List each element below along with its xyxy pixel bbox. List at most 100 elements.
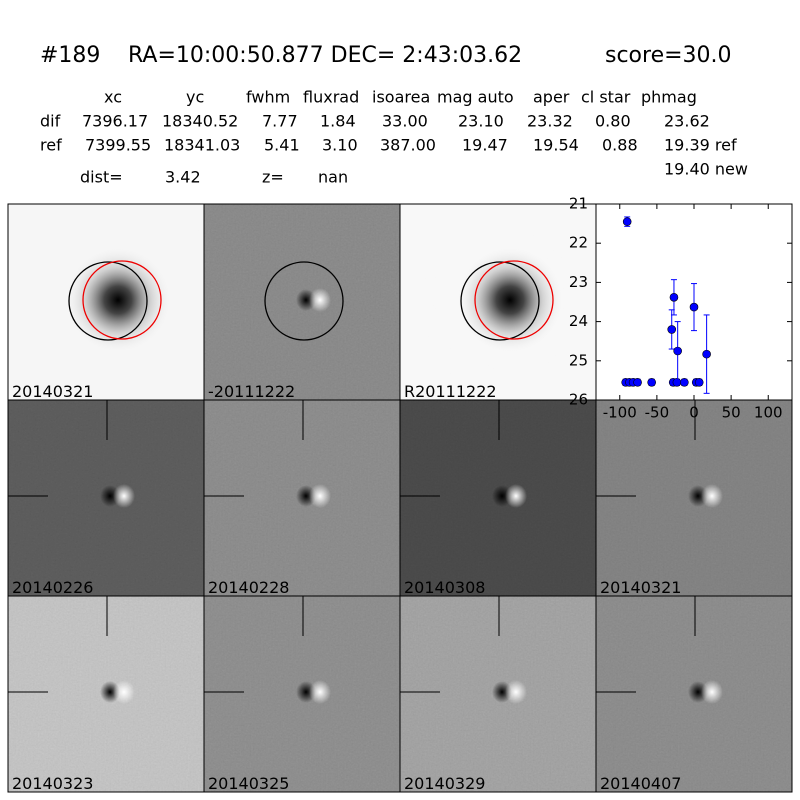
- aperture: [68, 261, 148, 341]
- stamp-label: 20140321: [12, 382, 93, 401]
- stamp-label: 20140228: [208, 578, 289, 597]
- stamp-label: 20140226: [12, 578, 93, 597]
- row-label: ref: [40, 136, 62, 155]
- z-value: nan: [318, 168, 348, 187]
- table-cell: 7399.55: [85, 136, 151, 155]
- dipole-light: [505, 484, 527, 508]
- column-header: phmag: [641, 88, 697, 107]
- dist-label: dist=: [80, 168, 123, 187]
- table-cell: 7.77: [262, 112, 298, 131]
- table-cell: 23.32: [527, 112, 573, 131]
- stamp-label: 20140407: [600, 774, 681, 793]
- aperture: [264, 261, 344, 341]
- object-id: #189: [40, 43, 100, 68]
- point: [669, 292, 679, 302]
- stamp-label: 20140323: [12, 774, 93, 793]
- point: [689, 302, 699, 312]
- coordinates: RA=10:00:50.877 DEC= 2:43:03.62: [128, 43, 522, 68]
- table-cell: 0.80: [595, 112, 631, 131]
- stamp: 20140323: [7, 595, 205, 793]
- stamps: 20140321 -20111222 R20111222 20140226 201402…: [7, 203, 793, 793]
- table-cell: 3.10: [322, 136, 358, 155]
- y-tick-label: 24: [569, 312, 588, 330]
- point: [680, 378, 689, 387]
- dipole-light: [113, 484, 135, 508]
- lightcurve: 21 22 23 24 25 26 -100 -50 0 50 100: [569, 195, 793, 422]
- aperture-ref: [82, 260, 162, 340]
- point: [647, 378, 656, 387]
- stamp: 20140226: [7, 399, 205, 597]
- column-header: aper: [533, 88, 570, 107]
- column-header: fluxrad: [303, 88, 359, 107]
- point: [667, 325, 677, 334]
- table-cell: 18341.03: [164, 136, 240, 155]
- score: score=30.0: [605, 43, 732, 68]
- row-label: dif: [40, 112, 61, 131]
- table-cell: 18340.52: [162, 112, 238, 131]
- stamp-label: R20111222: [404, 382, 497, 401]
- stamp-label: 20140308: [404, 578, 485, 597]
- y-tick-label: 23: [569, 273, 588, 291]
- table-cell: 19.54: [533, 136, 579, 155]
- y-tick-label: 25: [569, 351, 588, 369]
- table-cell: 7396.17: [82, 112, 148, 131]
- stamp: R20111222: [399, 203, 597, 401]
- dipole-light: [701, 680, 723, 704]
- point: [622, 217, 632, 226]
- x-tick-label: 100: [754, 404, 783, 422]
- point: [633, 378, 642, 387]
- phmag-new: 19.40 new: [664, 160, 748, 179]
- stamp: 20140329: [399, 595, 597, 793]
- x-tick-label: -100: [603, 404, 637, 422]
- column-header: fwhm: [246, 88, 290, 107]
- point: [672, 378, 682, 387]
- dipole-light: [309, 288, 331, 312]
- column-header: xc: [104, 88, 122, 107]
- table-cell: 5.41: [264, 136, 300, 155]
- stamp: 20140407: [595, 595, 793, 793]
- dist-value: 3.42: [165, 168, 201, 187]
- stamp: 20140321: [7, 203, 205, 401]
- y-tick-label: 22: [569, 234, 588, 252]
- table-cell: 19.39 ref: [664, 136, 737, 155]
- column-header: cl star: [581, 88, 631, 107]
- column-header: yc: [186, 88, 204, 107]
- stamp-frame: [595, 595, 793, 793]
- stamp: 20140228: [203, 399, 401, 597]
- x-tick-label: -50: [645, 404, 670, 422]
- table-cell: 387.00: [380, 136, 436, 155]
- y-tick-label: 26: [569, 391, 588, 409]
- table-cell: 1.84: [320, 112, 356, 131]
- z-label: z=: [262, 168, 284, 187]
- table-cell: 33.00: [382, 112, 428, 131]
- table-cell: 0.88: [602, 136, 638, 155]
- table-cell: 23.62: [664, 112, 710, 131]
- point: [694, 378, 704, 387]
- stamp-label: 20140321: [600, 578, 681, 597]
- stamp-label: 20140329: [404, 774, 485, 793]
- y-tick-label: 21: [569, 195, 588, 213]
- table-cell: 23.10: [458, 112, 504, 131]
- x-tick-label: 50: [722, 404, 741, 422]
- stamp: 20140325: [203, 595, 401, 793]
- stamp-label: 20140325: [208, 774, 289, 793]
- column-header: mag auto: [437, 88, 514, 107]
- stamp: 20140321: [595, 399, 793, 597]
- x-tick-label: 0: [689, 404, 699, 422]
- dipole-light: [505, 680, 527, 704]
- source-blob: [455, 245, 565, 355]
- dipole-light: [309, 680, 331, 704]
- aperture: [460, 261, 540, 341]
- stamp-label: -20111222: [208, 382, 295, 401]
- point: [702, 349, 711, 359]
- dipole-light: [701, 484, 723, 508]
- dipole-light: [113, 680, 135, 704]
- source-blob: [63, 245, 173, 355]
- table-cell: 19.47: [462, 136, 508, 155]
- point: [673, 346, 682, 356]
- dipole-light: [309, 484, 331, 508]
- column-header: isoarea: [372, 88, 430, 107]
- stamp: 20140308: [399, 399, 597, 597]
- aperture-ref: [474, 260, 554, 340]
